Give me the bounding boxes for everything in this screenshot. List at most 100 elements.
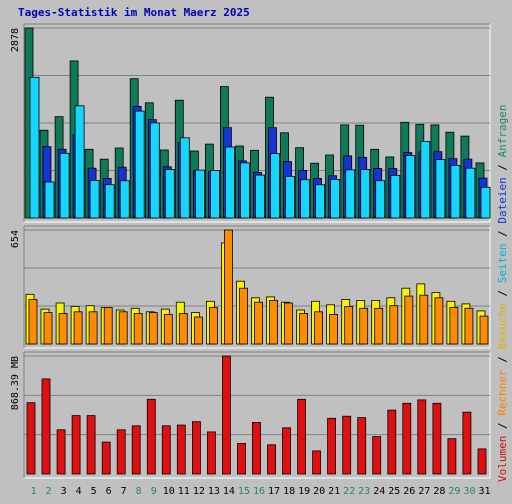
x-tick-label: 20 — [313, 486, 325, 497]
bar-rechner-day-6 — [103, 306, 113, 345]
bar-rechner-day-22 — [344, 306, 354, 345]
bar-volumen-day-19 — [297, 398, 307, 475]
chart-panels: 2878 654 868.39 MB — [10, 23, 491, 479]
bar-volumen-day-26 — [402, 402, 412, 475]
bar-volumen-day-17 — [267, 444, 276, 475]
right-legend: Volumen / Rechner / Besuche / Seiten / D… — [496, 104, 509, 482]
bar-volumen-day-27 — [417, 399, 427, 475]
bar-volumen-day-18 — [282, 427, 291, 475]
x-tick-label: 21 — [328, 486, 340, 497]
bar-rechner-day-24 — [374, 307, 384, 345]
bar-volumen-day-25 — [387, 409, 397, 475]
bar-rechner-day-11 — [178, 313, 188, 345]
bar-seiten-day-28 — [435, 159, 446, 219]
bar-seiten-day-13 — [209, 170, 220, 219]
bar-volumen-day-9 — [146, 398, 156, 475]
x-tick-label: 11 — [178, 486, 190, 497]
bar-rechner-day-26 — [404, 295, 414, 345]
x-tick-label: 28 — [433, 486, 445, 497]
x-tick-label: 31 — [478, 486, 490, 497]
bar-seiten-day-1 — [29, 77, 40, 219]
bar-seiten-day-17 — [270, 153, 280, 219]
x-tick-label: 5 — [91, 486, 97, 497]
bar-rechner-day-5 — [88, 311, 98, 345]
x-tick-label: 24 — [373, 486, 385, 497]
bar-seiten-day-10 — [164, 169, 175, 219]
legend-part: Besuche — [496, 303, 509, 349]
x-tick-label: 16 — [253, 486, 265, 497]
bar-volumen-day-7 — [116, 429, 126, 475]
bar-rechner-day-23 — [359, 307, 369, 345]
bar-volumen-day-24 — [372, 436, 382, 475]
bar-rechner-day-27 — [419, 294, 429, 345]
bar-seiten-day-7 — [119, 180, 130, 219]
legend-part: / — [496, 283, 509, 303]
bar-seiten-day-3 — [59, 152, 70, 219]
y-max-label: 868.39 MB — [10, 356, 21, 410]
bar-rechner-day-29 — [449, 306, 459, 345]
bar-volumen-day-13 — [206, 431, 216, 475]
chart-title: Tages-Statistik im Monat Maerz 2025 — [18, 6, 250, 19]
bar-rechner-day-14 — [223, 229, 233, 345]
panel-volume: 868.39 MB — [10, 351, 491, 479]
x-tick-label: 30 — [463, 486, 475, 497]
x-tick-label: 25 — [388, 486, 400, 497]
bar-seiten-day-19 — [300, 179, 311, 219]
bar-seiten-day-30 — [465, 167, 476, 219]
bar-seiten-day-5 — [89, 179, 100, 219]
legend-part: Seiten — [496, 244, 509, 284]
bar-rechner-day-13 — [208, 306, 218, 345]
bar-rechner-day-4 — [73, 311, 83, 345]
bar-volumen-day-16 — [252, 421, 261, 475]
bar-rechner-day-2 — [43, 312, 53, 345]
bar-volumen-day-1 — [26, 402, 36, 475]
x-tick-label: 2 — [45, 486, 51, 497]
bar-seiten-day-12 — [194, 169, 205, 219]
x-tick-label: 15 — [238, 486, 250, 497]
bar-seiten-day-15 — [240, 162, 250, 219]
x-tick-label: 27 — [418, 486, 430, 497]
legend-part: / — [496, 157, 509, 177]
series-seiten — [29, 77, 491, 219]
x-tick-label: 22 — [343, 486, 355, 497]
x-tick-label: 8 — [136, 486, 142, 497]
bar-seiten-day-6 — [104, 184, 115, 219]
x-tick-label: 1 — [30, 486, 36, 497]
legend-part: Dateien — [496, 177, 509, 223]
bar-seiten-day-22 — [345, 169, 356, 219]
bar-rechner-day-3 — [58, 313, 68, 345]
bar-volumen-day-6 — [101, 441, 111, 475]
bar-rechner-day-15 — [239, 287, 248, 345]
bar-rechner-day-9 — [148, 312, 158, 345]
bar-volumen-day-30 — [462, 411, 472, 475]
bar-seiten-day-25 — [390, 174, 401, 219]
bar-rechner-day-19 — [299, 313, 309, 345]
bar-volumen-day-21 — [327, 417, 337, 475]
bar-volumen-day-31 — [477, 448, 487, 475]
bar-volumen-day-3 — [56, 429, 66, 475]
bar-rechner-day-20 — [314, 311, 324, 345]
x-tick-label: 3 — [61, 486, 67, 497]
bar-seiten-day-20 — [315, 184, 326, 219]
panel-visits: 654 — [10, 225, 491, 349]
bar-rechner-day-7 — [118, 311, 128, 345]
bar-volumen-day-28 — [432, 402, 442, 475]
panel-requests: 2878 — [10, 23, 491, 223]
series-volumen — [26, 355, 487, 475]
bar-seiten-day-16 — [255, 174, 265, 219]
x-tick-label: 17 — [268, 486, 280, 497]
bar-seiten-day-31 — [480, 186, 491, 219]
x-tick-label: 6 — [106, 486, 112, 497]
bar-volumen-day-11 — [176, 424, 186, 475]
y-max-label: 2878 — [10, 28, 21, 52]
bar-volumen-day-8 — [131, 425, 141, 475]
x-tick-label: 14 — [223, 486, 235, 497]
bar-rechner-day-10 — [163, 313, 173, 345]
bar-rechner-day-25 — [389, 305, 399, 345]
bar-rechner-day-30 — [464, 307, 474, 345]
bar-seiten-day-18 — [285, 175, 295, 219]
x-tick-label: 4 — [76, 486, 82, 497]
legend-part: / — [496, 350, 509, 370]
x-tick-label: 13 — [208, 486, 220, 497]
